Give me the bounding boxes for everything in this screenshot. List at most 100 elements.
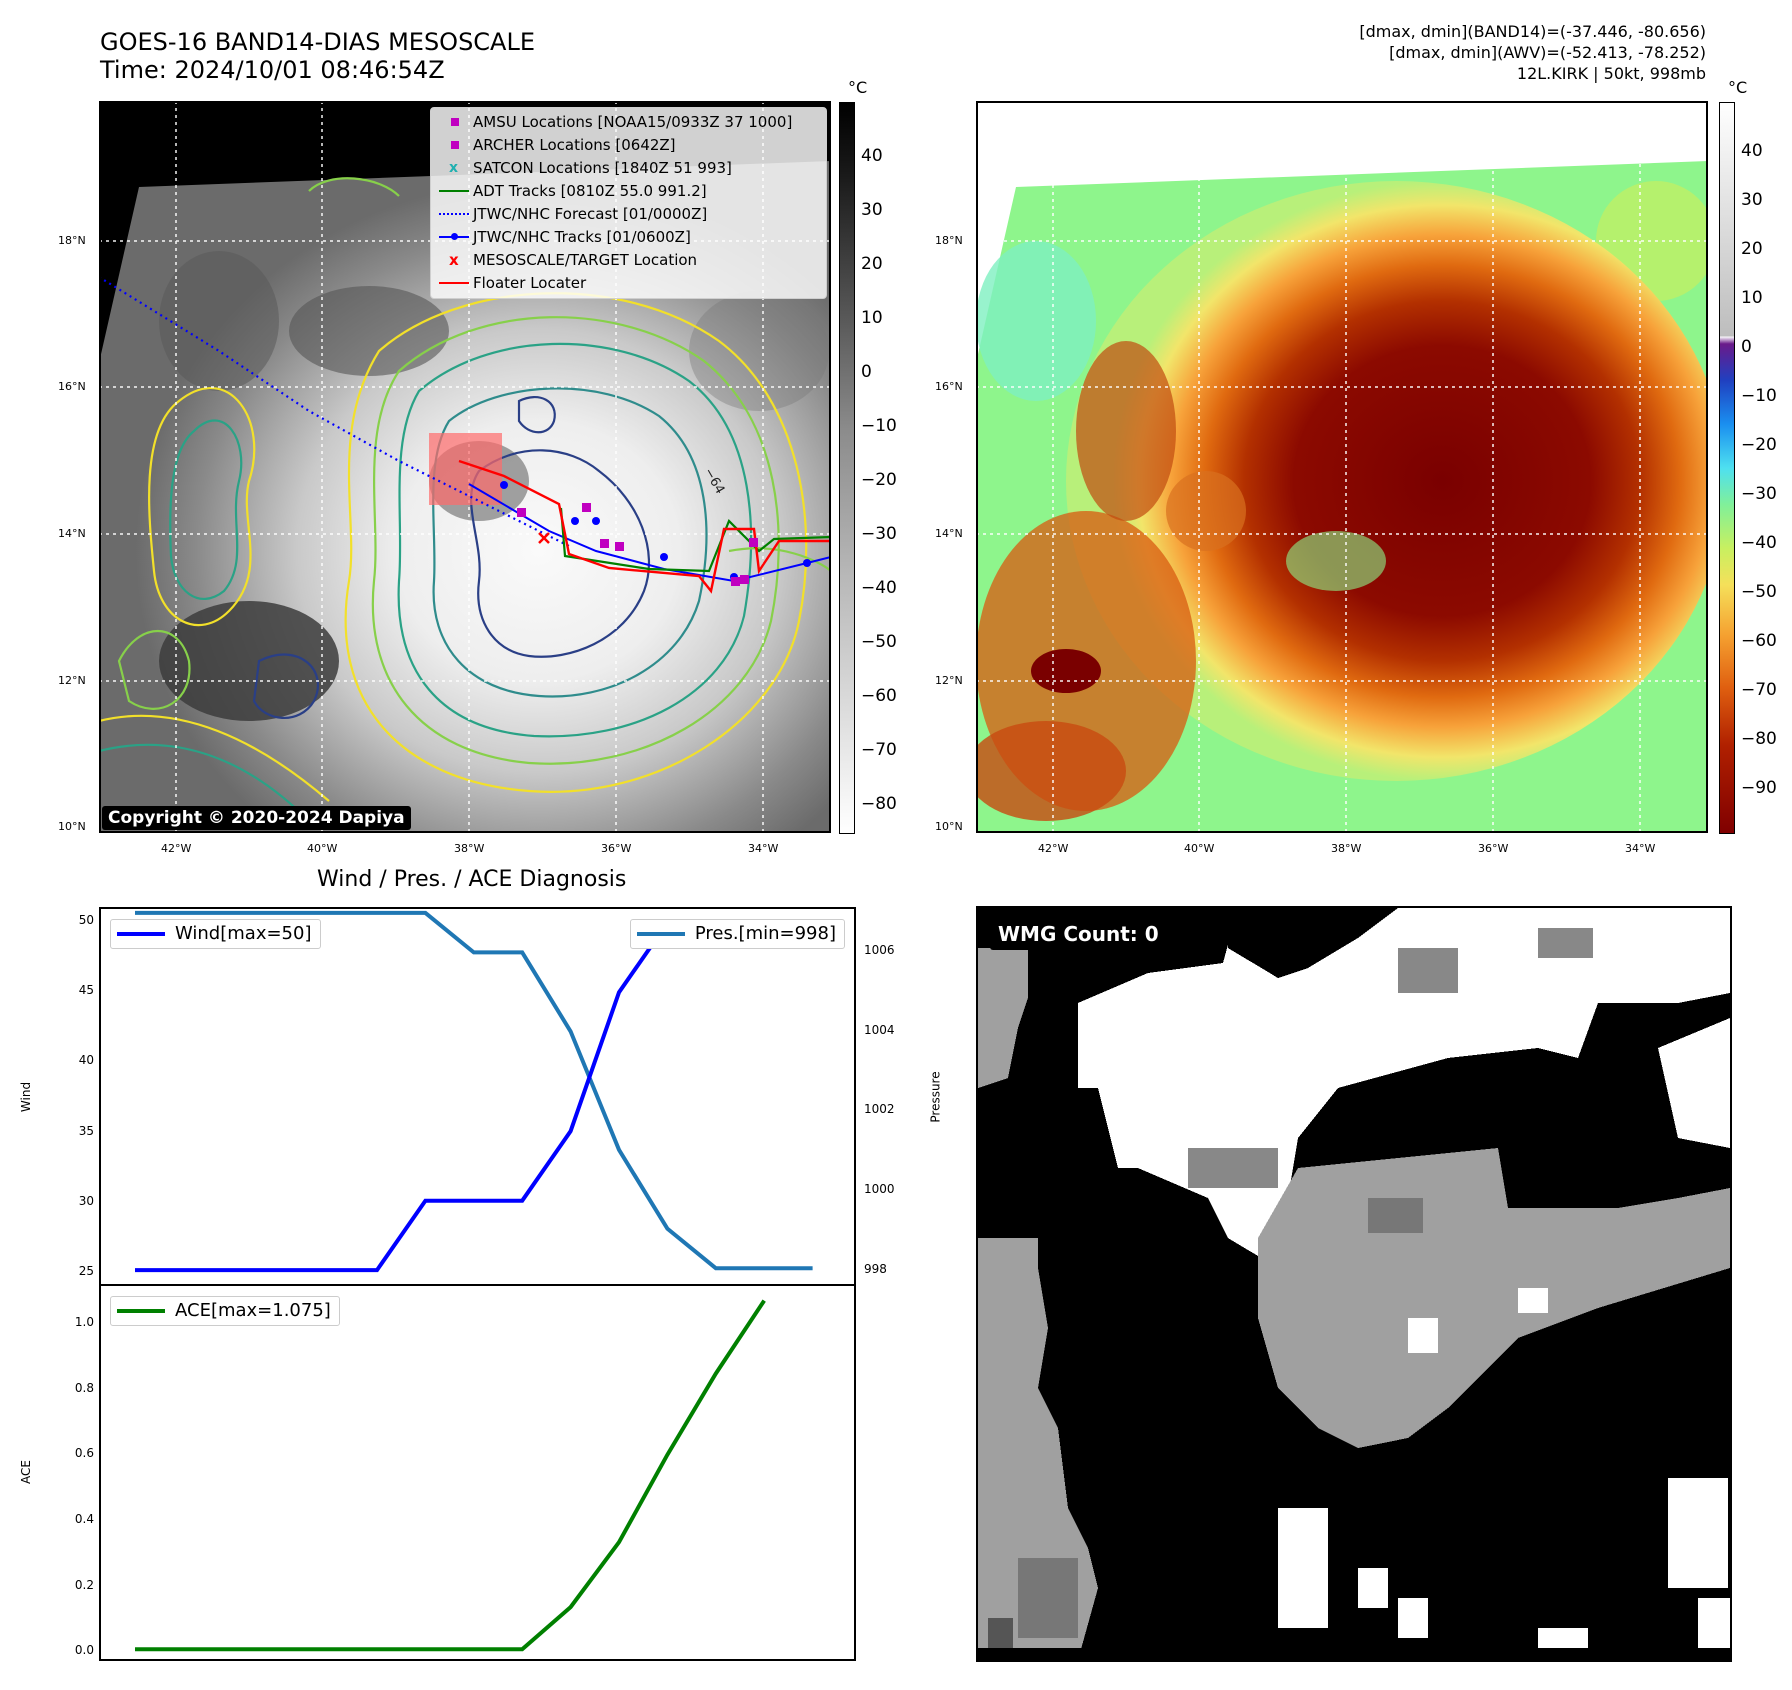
colorbar-tick: 10 <box>1741 288 1763 308</box>
storm-info: 12L.KIRK | 50kt, 998mb <box>1516 64 1706 83</box>
ace-tick-label: 0.4 <box>74 1512 94 1527</box>
colorbar-tick: −20 <box>1741 435 1777 455</box>
lat-label: 12°N <box>58 674 86 687</box>
figure-title: GOES-16 BAND14-DIAS MESOSCALE <box>100 28 536 56</box>
colorbar-tick: 10 <box>861 308 883 328</box>
legend-item-adt: ADT Tracks [0810Z 55.0 991.2] <box>439 180 707 202</box>
lon-label: 38°W <box>1331 842 1362 855</box>
legend-item-satcon: x SATCON Locations [1840Z 51 993] <box>449 159 732 177</box>
colorbar-tick: −60 <box>1741 631 1777 651</box>
legend-item-amsu: AMSU Locations [NOAA15/0933Z 37 1000] <box>439 111 792 133</box>
pressure-y-ticks: 998 1000 1002 1004 1006 <box>864 907 924 1286</box>
legend-item-target: x MESOSCALE/TARGET Location <box>449 251 698 269</box>
colorbar-tick: −40 <box>861 578 897 598</box>
lon-label: 40°W <box>1184 842 1215 855</box>
lon-label: 38°W <box>454 842 485 855</box>
ace-series-line <box>135 1299 766 1652</box>
wmg-image <box>978 908 1730 1660</box>
lat-label: 14°N <box>935 527 963 540</box>
color-colorbar-unit: °C <box>1728 78 1748 97</box>
band14-range: [dmax, dmin](BAND14)=(-37.446, -80.656) <box>1359 22 1706 41</box>
wind-series-line <box>135 920 813 1273</box>
ace-legend: ACE[max=1.075] <box>110 1296 340 1326</box>
wind-tick-label: 45 <box>78 983 94 998</box>
colorbar-tick: −20 <box>861 470 897 490</box>
ace-legend-line <box>117 1309 165 1313</box>
colorbar-tick: −80 <box>861 794 897 814</box>
pressure-axis-label: Pressure <box>928 1071 943 1123</box>
colorbar-tick: −70 <box>861 740 897 760</box>
colorbar-tick: 30 <box>861 200 883 220</box>
colorbar-tick: −30 <box>1741 484 1777 504</box>
awv-range: [dmax, dmin](AWV)=(-52.413, -78.252) <box>1389 43 1706 62</box>
figure-time: Time: 2024/10/01 08:46:54Z <box>100 56 445 84</box>
colorbar-tick: −30 <box>861 524 897 544</box>
wind-legend-line <box>117 932 165 936</box>
ace-plot: ACE[max=1.075] <box>99 1284 856 1661</box>
gray-colorbar-unit: °C <box>848 78 868 97</box>
colorbar-tick: −10 <box>1741 386 1777 406</box>
ir-map-panel: −64 AMSU Locations [NOAA15/0933Z 37 1000… <box>99 101 831 833</box>
wind-pressure-plot: Wind[max=50] Pres.[min=998] <box>99 907 856 1286</box>
legend-item-archer: ARCHER Locations [0642Z] <box>439 134 676 156</box>
colorbar-tick: 0 <box>861 362 872 382</box>
lat-label: 18°N <box>935 234 963 247</box>
colorbar-tick: 40 <box>1741 141 1763 161</box>
color-colorbar <box>1719 102 1735 834</box>
pressure-series-line <box>135 910 813 1271</box>
gray-colorbar <box>839 102 855 834</box>
pressure-legend-line <box>636 932 685 936</box>
colorbar-tick: −50 <box>1741 582 1777 602</box>
colorbar-tick: −40 <box>1741 533 1777 553</box>
lat-label: 10°N <box>58 820 86 833</box>
ace-tick-label: 1.0 <box>74 1315 94 1330</box>
ace-tick-label: 0.6 <box>74 1446 94 1461</box>
lat-label: 14°N <box>58 527 86 540</box>
colorbar-tick: −10 <box>861 416 897 436</box>
wind-pressure-lines <box>135 910 813 1273</box>
wind-tick-label: 25 <box>78 1263 94 1278</box>
lon-label: 42°W <box>1038 842 1069 855</box>
lon-label: 34°W <box>748 842 779 855</box>
wind-legend: Wind[max=50] <box>110 919 321 949</box>
lon-label: 36°W <box>601 842 632 855</box>
colorbar-tick: 20 <box>1741 239 1763 259</box>
pressure-tick-label: 1004 <box>864 1022 895 1037</box>
lat-label: 18°N <box>58 234 86 247</box>
colorbar-tick: −90 <box>1741 778 1777 798</box>
lon-label: 42°W <box>161 842 192 855</box>
ace-tick-label: 0.2 <box>74 1577 94 1592</box>
wind-tick-label: 35 <box>78 1123 94 1138</box>
pressure-tick-label: 1000 <box>864 1182 895 1197</box>
color-colorbar-ticks: 40 30 20 10 0 −10 −20 −30 −40 −50 −60 −7… <box>1741 141 1791 821</box>
wind-tick-label: 40 <box>78 1053 94 1068</box>
lat-label: 16°N <box>58 380 86 393</box>
wind-axis-label: Wind <box>19 1081 34 1113</box>
colorbar-tick: −70 <box>1741 680 1777 700</box>
lon-label: 36°W <box>1478 842 1509 855</box>
pressure-tick-label: 1006 <box>864 942 895 957</box>
wind-tick-label: 50 <box>78 913 94 928</box>
wmg-panel: WMG Count: 0 <box>976 906 1732 1662</box>
pressure-tick-label: 1002 <box>864 1102 895 1117</box>
pressure-tick-label: 998 <box>864 1262 887 1277</box>
colorbar-tick: 20 <box>861 254 883 274</box>
legend-item-forecast: JTWC/NHC Forecast [01/0000Z] <box>439 203 707 225</box>
pressure-legend: Pres.[min=998] <box>629 919 845 949</box>
lon-label: 34°W <box>1625 842 1656 855</box>
ace-tick-label: 0.0 <box>74 1643 94 1658</box>
wind-tick-label: 30 <box>78 1193 94 1208</box>
colorbar-tick: −50 <box>861 632 897 652</box>
ace-y-ticks: 0.0 0.2 0.4 0.6 0.8 1.0 <box>40 1284 94 1661</box>
colorbar-tick: 30 <box>1741 190 1763 210</box>
lon-label: 40°W <box>307 842 338 855</box>
map-legend: AMSU Locations [NOAA15/0933Z 37 1000] AR… <box>430 107 827 299</box>
lat-label: 12°N <box>935 674 963 687</box>
gray-colorbar-ticks: 40 30 20 10 0 −10 −20 −30 −40 −50 −60 −7… <box>861 146 921 826</box>
ir-map-frame <box>99 101 831 833</box>
legend-item-floater: Floater Locater <box>439 272 586 294</box>
enhanced-map-frame <box>976 101 1708 833</box>
colorbar-tick: 0 <box>1741 337 1752 357</box>
ace-tick-label: 0.8 <box>74 1380 94 1395</box>
diagnosis-title: Wind / Pres. / ACE Diagnosis <box>317 867 627 892</box>
